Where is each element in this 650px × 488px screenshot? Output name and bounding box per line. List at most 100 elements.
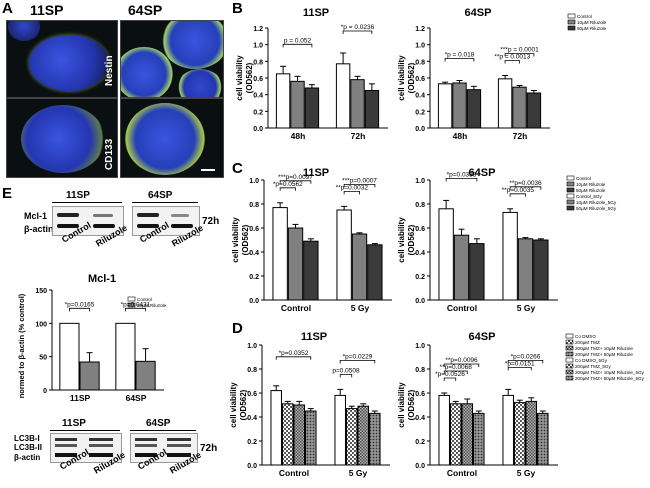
panelA-col-11sp: 11SP <box>30 2 64 18</box>
micrograph-11sp-cd133 <box>6 98 118 178</box>
y-tick-label: 0.6 <box>415 226 425 233</box>
significance-label: *p=0.0431 <box>121 301 151 308</box>
y-tick-label: 0.2 <box>249 274 259 281</box>
significance-bracket <box>445 178 478 182</box>
y-axis-unit: (OD562) <box>407 224 416 255</box>
significance-bracket <box>69 307 90 312</box>
bar <box>357 405 370 466</box>
blot-top-11sp <box>52 206 124 236</box>
y-tick-label: 0.8 <box>249 202 259 209</box>
chart-c-11sp: cell viability (OD562) <box>231 179 392 301</box>
blot-top-time: 72h <box>202 216 220 227</box>
chart-d-11sp: cell viability (OD562) <box>229 344 390 466</box>
legend-swatch <box>567 25 576 31</box>
bar <box>270 390 282 466</box>
legend-label: Control <box>577 14 592 19</box>
y-tick-label: 0.8 <box>415 59 425 66</box>
chart-title: Mcl-1 <box>88 273 116 285</box>
y-axis-unit: (OD562) <box>245 62 254 93</box>
y-tick-label: 0.2 <box>253 109 263 116</box>
bar <box>537 412 549 466</box>
y-axis-label: cell viability <box>235 55 244 101</box>
y-tick-label: 1.0 <box>249 178 259 185</box>
y-tick-label: 0.8 <box>415 367 425 374</box>
significance-bracket <box>279 187 296 191</box>
significance-bracket <box>125 307 146 312</box>
legend-label: Co DMSO <box>575 334 596 339</box>
blot-bottom-64sp <box>130 433 198 463</box>
x-tick-label: Control <box>279 468 309 478</box>
significance-bracket <box>279 180 312 184</box>
y-axis-label: cell viability <box>229 382 238 428</box>
y-tick-label: 0.4 <box>415 415 425 422</box>
significance-label: **p=0.0068 <box>440 364 473 371</box>
significance-bracket <box>509 193 526 197</box>
significance-label: *p = 0.018 <box>445 52 475 59</box>
y-axis-unit: (OD562) <box>241 224 250 255</box>
bar <box>350 79 365 129</box>
blot-top-header-11sp: 11SP <box>66 190 90 201</box>
significance-bracket <box>443 363 480 367</box>
y-tick-label: 0.8 <box>247 367 257 374</box>
bar <box>512 86 527 129</box>
y-tick-label: 1.2 <box>253 26 263 33</box>
significance-label: *p=0.0165 <box>65 301 95 308</box>
panel-letter-b: B <box>232 0 243 17</box>
significance-label: *p=0.0562 <box>273 181 303 188</box>
blot-top-row-bactin: β-actin <box>24 224 54 234</box>
bar <box>305 410 317 466</box>
y-axis-label: normed to β-actin (% control) <box>17 293 26 398</box>
y-tick-label: 0.2 <box>415 274 425 281</box>
x-tick-label: 72h <box>513 131 528 141</box>
panel-letter-c: C <box>232 160 243 177</box>
bar <box>290 80 305 129</box>
micrograph-64sp-nestin <box>120 20 224 98</box>
legend-label: 200µM TMZ+ 50µM Riluzole_5Gy <box>575 376 645 381</box>
legend-label: 200µM TMZ+ 10µM Riluzole <box>575 346 633 351</box>
legend-swatch <box>567 19 576 25</box>
y-tick-label: 0.2 <box>247 439 257 446</box>
significance-label: *p=0.0229 <box>343 353 373 360</box>
y-axis-unit: (OD562) <box>407 389 416 420</box>
blot-bottom-row-lc3bi: LC3B-I <box>14 434 40 443</box>
x-tick-label: 5 Gy <box>517 303 536 313</box>
significance-label: p = 0.052 <box>284 37 312 44</box>
bar <box>281 403 294 466</box>
significance-label: **p=0.0036 <box>509 180 542 187</box>
y-tick-label: 0.6 <box>249 226 259 233</box>
bar <box>275 73 291 129</box>
legend-swatch <box>566 181 575 187</box>
panel-letter-a: A <box>2 0 13 17</box>
y-tick-label: 100 <box>35 321 47 328</box>
bar <box>466 89 482 129</box>
legend-swatch <box>565 369 574 375</box>
bar <box>452 82 467 129</box>
x-tick-label: 5 Gy <box>351 303 370 313</box>
significance-label: ***p = 0.0001 <box>500 47 539 54</box>
y-axis-label: cell viability <box>397 55 406 101</box>
y-tick-label: 0.0 <box>415 298 425 305</box>
chart-b-11sp: cell viability (OD562) <box>235 27 388 129</box>
bar <box>533 239 549 301</box>
y-tick-label: 0.8 <box>415 202 425 209</box>
significance-label: **p = 0.0013 <box>494 54 530 61</box>
significance-label: **p=0.0035 <box>502 187 535 194</box>
blot-top-64sp <box>132 206 200 236</box>
panelA-col-64sp: 64SP <box>128 2 163 18</box>
legend-label: Control <box>576 176 591 181</box>
y-tick-label: 1.0 <box>415 43 425 50</box>
significance-bracket <box>282 43 313 48</box>
bar <box>525 400 538 466</box>
x-tick-label: Control <box>447 468 477 478</box>
significance-bracket <box>343 191 360 195</box>
legend-label: 10µM Riluzole <box>576 182 606 187</box>
bar <box>438 394 450 466</box>
legend-swatch <box>566 199 575 205</box>
legend-label: Control_5Gy <box>576 194 602 199</box>
significance-label: *p = 0.0236 <box>341 24 375 31</box>
x-tick-label: 72h <box>351 131 366 141</box>
significance-label: p=0.0508 <box>332 367 360 374</box>
bar <box>513 402 526 466</box>
y-tick-label: 1.2 <box>415 26 425 33</box>
